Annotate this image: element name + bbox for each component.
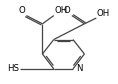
Text: OH: OH (97, 9, 110, 18)
Text: OH: OH (54, 6, 68, 15)
Text: HS: HS (7, 64, 19, 73)
Text: O: O (18, 6, 25, 15)
Text: O: O (64, 6, 71, 15)
Text: N: N (76, 64, 82, 73)
